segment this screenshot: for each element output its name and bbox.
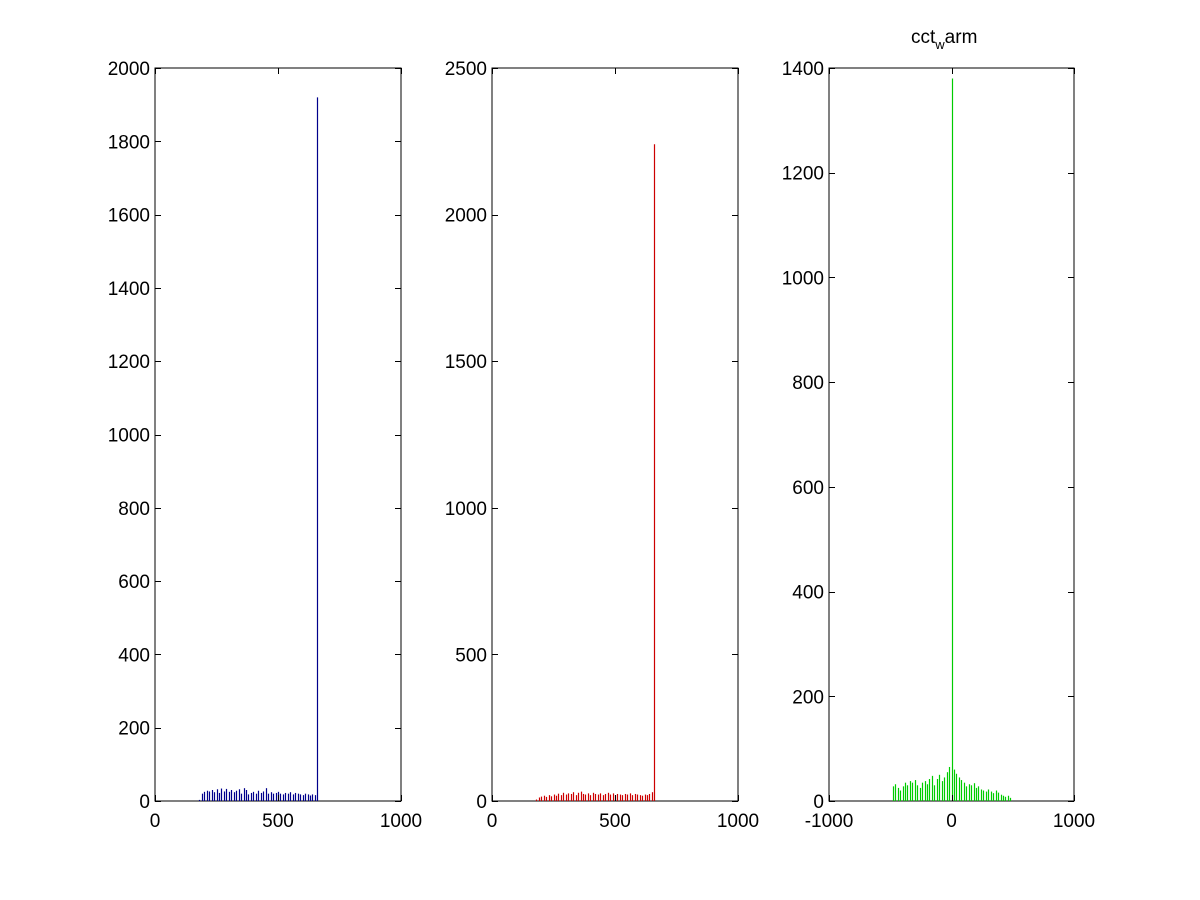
subplot-1: 0 200 400 600 800 1000 1200 1400 1600 1800 2000 0 50… (108, 59, 422, 832)
bars-1 (198, 97, 319, 801)
axes-box-3 (828, 67, 1075, 802)
ytick-label: 200 (792, 687, 824, 708)
ytick-label: 400 (118, 645, 150, 666)
xtick-label: 0 (946, 811, 957, 832)
ytick-label: 0 (813, 792, 824, 813)
ytick-label: 1500 (445, 352, 487, 373)
ytick-label: 1800 (108, 132, 150, 153)
ytick-label: 1600 (108, 206, 150, 227)
ytick-label: 600 (118, 572, 150, 593)
ytick-label: 800 (118, 499, 150, 520)
ytick-label: 400 (792, 583, 824, 604)
xtick-label: 500 (262, 811, 294, 832)
ytick-label: 2000 (445, 206, 487, 227)
ytick-label: 1000 (445, 499, 487, 520)
ytick-label: 0 (476, 792, 487, 813)
xtick-label: 0 (487, 811, 498, 832)
xtick-label: 1000 (1053, 811, 1095, 832)
ytick-label: 2000 (108, 59, 150, 80)
title-main: cct (911, 27, 936, 48)
ytick-label: 2500 (445, 59, 487, 80)
ticks-1: 0 200 400 600 800 1000 1200 1400 1600 1800 2000 0 50… (108, 59, 422, 832)
ytick-label: 1400 (782, 59, 824, 80)
ytick-label: 1000 (782, 268, 824, 289)
ytick-label: 1000 (108, 426, 150, 447)
subplot-2: 0 500 1000 1500 2000 2500 0 500 1000 (445, 59, 759, 832)
xtick-label: 1000 (380, 811, 422, 832)
bars-3 (892, 78, 1012, 801)
ytick-label: 200 (118, 719, 150, 740)
xtick-label: 1000 (717, 811, 759, 832)
ytick-label: 1200 (108, 352, 150, 373)
xtick-label: 500 (599, 811, 631, 832)
ytick-label: 800 (792, 373, 824, 394)
title-tail: arm (945, 27, 978, 48)
ytick-label: 500 (455, 645, 487, 666)
xtick-label: -1000 (805, 811, 854, 832)
chart-title-3: cctwarm (911, 27, 977, 52)
title-subscript: w (934, 37, 945, 52)
ticks-2: 0 500 1000 1500 2000 2500 0 500 1000 (445, 59, 759, 832)
bars-2 (535, 144, 656, 801)
ytick-label: 600 (792, 478, 824, 499)
ytick-label: 1400 (108, 279, 150, 300)
ytick-label: 1200 (782, 164, 824, 185)
xtick-label: 0 (150, 811, 161, 832)
ytick-label: 0 (139, 792, 150, 813)
